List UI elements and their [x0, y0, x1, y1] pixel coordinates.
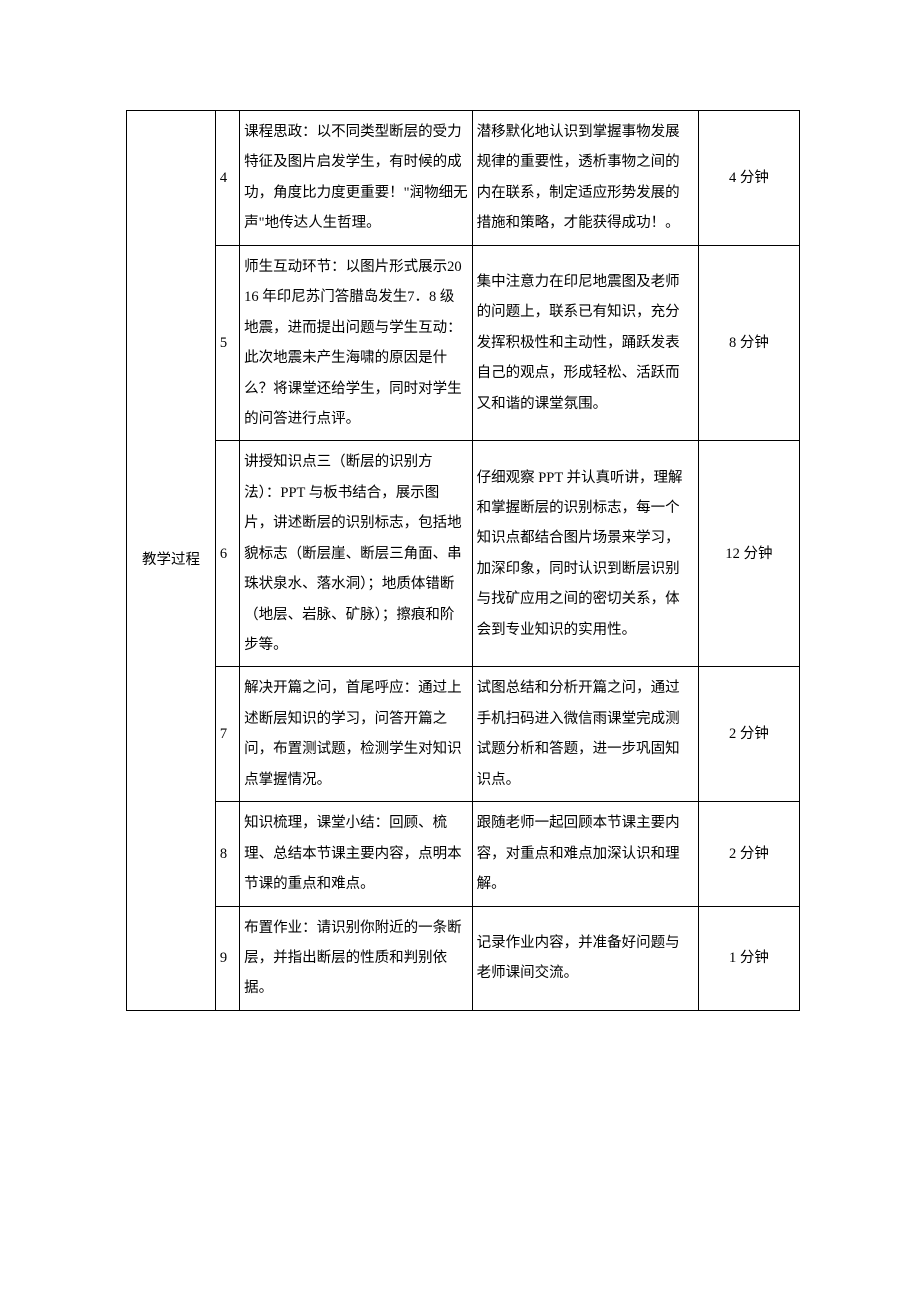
- table-row: 9 布置作业：请识别你附近的一条断层，并指出断层的性质和判别依据。 记录作业内容…: [127, 906, 800, 1010]
- table-row: 5 师生互动环节：以图片形式展示2016 年印尼苏门答腊岛发生7．8 级地震，进…: [127, 245, 800, 441]
- lesson-plan-table: 教学过程 4 课程思政：以不同类型断层的受力特征及图片启发学生，有时候的成功，角…: [126, 110, 800, 1011]
- duration-cell: 4 分钟: [698, 111, 799, 246]
- student-activity-cell: 记录作业内容，并准备好问题与老师课间交流。: [472, 906, 698, 1010]
- duration-cell: 2 分钟: [698, 802, 799, 906]
- table-row: 8 知识梳理，课堂小结：回顾、梳理、总结本节课主要内容，点明本节课的重点和难点。…: [127, 802, 800, 906]
- student-activity-cell: 潜移默化地认识到掌握事物发展规律的重要性，透析事物之间的内在联系，制定适应形势发…: [472, 111, 698, 246]
- student-activity-cell: 集中注意力在印尼地震图及老师的问题上，联系已有知识，充分发挥积极性和主动性，踊跃…: [472, 245, 698, 441]
- table-row: 教学过程 4 课程思政：以不同类型断层的受力特征及图片启发学生，有时候的成功，角…: [127, 111, 800, 246]
- teacher-activity-cell: 师生互动环节：以图片形式展示2016 年印尼苏门答腊岛发生7．8 级地震，进而提…: [240, 245, 472, 441]
- step-number-cell: 8: [215, 802, 239, 906]
- teacher-activity-cell: 课程思政：以不同类型断层的受力特征及图片启发学生，有时候的成功，角度比力度更重要…: [240, 111, 472, 246]
- table-row: 7 解决开篇之问，首尾呼应：通过上述断层知识的学习，问答开篇之问，布置测试题，检…: [127, 667, 800, 802]
- step-number-cell: 9: [215, 906, 239, 1010]
- student-activity-cell: 仔细观察 PPT 并认真听讲，理解和掌握断层的识别标志，每一个知识点都结合图片场…: [472, 441, 698, 667]
- step-number-cell: 6: [215, 441, 239, 667]
- document-page: 教学过程 4 课程思政：以不同类型断层的受力特征及图片启发学生，有时候的成功，角…: [0, 0, 920, 1301]
- teacher-activity-cell: 知识梳理，课堂小结：回顾、梳理、总结本节课主要内容，点明本节课的重点和难点。: [240, 802, 472, 906]
- duration-cell: 8 分钟: [698, 245, 799, 441]
- duration-cell: 1 分钟: [698, 906, 799, 1010]
- teacher-activity-cell: 讲授知识点三（断层的识别方法）：PPT 与板书结合，展示图片，讲述断层的识别标志…: [240, 441, 472, 667]
- duration-cell: 2 分钟: [698, 667, 799, 802]
- teacher-activity-cell: 布置作业：请识别你附近的一条断层，并指出断层的性质和判别依据。: [240, 906, 472, 1010]
- step-number-cell: 7: [215, 667, 239, 802]
- step-number-cell: 4: [215, 111, 239, 246]
- duration-cell: 12 分钟: [698, 441, 799, 667]
- step-number-cell: 5: [215, 245, 239, 441]
- table-row: 6 讲授知识点三（断层的识别方法）：PPT 与板书结合，展示图片，讲述断层的识别…: [127, 441, 800, 667]
- section-label-cell: 教学过程: [127, 111, 216, 1011]
- student-activity-cell: 试图总结和分析开篇之问，通过手机扫码进入微信雨课堂完成测试题分析和答题，进一步巩…: [472, 667, 698, 802]
- teacher-activity-cell: 解决开篇之问，首尾呼应：通过上述断层知识的学习，问答开篇之问，布置测试题，检测学…: [240, 667, 472, 802]
- student-activity-cell: 跟随老师一起回顾本节课主要内容，对重点和难点加深认识和理解。: [472, 802, 698, 906]
